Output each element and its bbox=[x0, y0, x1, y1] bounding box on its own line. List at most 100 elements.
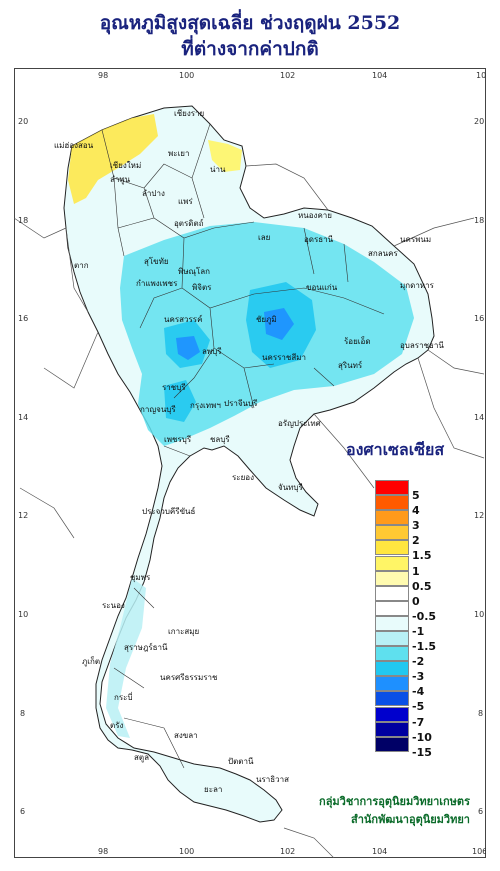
place-label: มุกดาหาร bbox=[400, 281, 435, 290]
lat-tick: 16 bbox=[474, 314, 484, 323]
legend-label: 1 bbox=[412, 564, 420, 578]
place-label: นครพนม bbox=[400, 235, 431, 244]
lat-tick: 16 bbox=[18, 314, 28, 323]
lon-tick: 102 bbox=[280, 71, 295, 80]
legend-swatch bbox=[375, 555, 409, 571]
place-label: สุโขทัย bbox=[144, 256, 169, 266]
legend-label: -1.5 bbox=[412, 640, 437, 653]
legend-label: -2 bbox=[412, 655, 425, 669]
place-label: แพร่ bbox=[178, 197, 193, 206]
legend-label: 0 bbox=[412, 594, 420, 608]
legend-swatch bbox=[375, 676, 409, 692]
place-label: นครราชสีมา bbox=[262, 353, 306, 362]
legend-label: -10 bbox=[412, 730, 432, 744]
legend-label: -1 bbox=[412, 624, 425, 638]
place-label: ลำพูน bbox=[110, 175, 131, 185]
place-label: เลย bbox=[258, 233, 270, 242]
legend-swatch bbox=[375, 646, 409, 662]
lon-axis-bottom: 98 100 102 104 106 bbox=[98, 847, 486, 856]
place-label: เกาะสมุย bbox=[168, 627, 199, 636]
lat-tick: 8 bbox=[20, 709, 25, 718]
place-label: เชียงใหม่ bbox=[110, 161, 141, 170]
place-label: ปัตตานี bbox=[228, 757, 254, 766]
place-label: สตูล bbox=[134, 753, 149, 763]
place-label: อุตรดิตถ์ bbox=[174, 218, 204, 228]
place-label: อุดรธานี bbox=[304, 235, 334, 244]
place-label: สงขลา bbox=[174, 731, 198, 740]
lat-tick: 8 bbox=[478, 709, 483, 718]
legend-label: -3 bbox=[412, 670, 425, 684]
legend-swatch bbox=[375, 510, 409, 526]
province-boundaries bbox=[101, 123, 385, 769]
place-label: ตรัง bbox=[110, 721, 123, 730]
lon-axis-top: 98 100 102 104 106 bbox=[98, 71, 486, 80]
legend-label: -5 bbox=[412, 700, 425, 714]
legend-label: 0.5 bbox=[412, 579, 432, 593]
map-title: อุณหภูมิสูงสุดเฉลี่ย ช่วงฤดูฝน 2552 bbox=[99, 12, 401, 34]
place-label: ระยอง bbox=[232, 473, 254, 482]
place-label: นครสวรรค์ bbox=[164, 314, 202, 324]
place-label: ภูเก็ต bbox=[82, 656, 100, 667]
place-label: ปราจีนบุรี bbox=[224, 399, 258, 408]
legend-label: 3 bbox=[412, 519, 420, 533]
place-label: สุรินทร์ bbox=[338, 360, 363, 370]
place-label: เชียงราย bbox=[174, 109, 204, 118]
place-label: ชุมพร bbox=[130, 573, 151, 582]
lat-tick: 18 bbox=[474, 216, 484, 225]
lat-tick: 14 bbox=[18, 413, 28, 422]
credit-line-2: สำนักพัฒนาอุตุนิยมวิทยา bbox=[351, 813, 470, 826]
lon-tick: 102 bbox=[280, 847, 295, 856]
legend-swatch bbox=[375, 691, 409, 707]
temperature-anomaly-map: 98 100 102 104 106 98 100 102 104 106 20… bbox=[14, 68, 486, 858]
legend-label: 4 bbox=[412, 504, 420, 518]
legend-swatch bbox=[375, 495, 409, 511]
place-label: ระนอง bbox=[102, 601, 125, 610]
legend-label: 5 bbox=[412, 489, 420, 502]
place-label: ขอนแก่น bbox=[306, 283, 338, 292]
place-label: หนองคาย bbox=[298, 211, 332, 220]
place-label: จันทบุรี bbox=[278, 483, 304, 492]
legend-label: -0.5 bbox=[412, 609, 437, 623]
place-label: พิษณุโลก bbox=[178, 266, 210, 276]
legend-swatch bbox=[375, 631, 409, 647]
lat-tick: 14 bbox=[474, 413, 484, 422]
legend-swatch bbox=[375, 706, 409, 722]
credit-line-1: กลุ่มวิชาการอุตุนิยมวิทยาเกษตร bbox=[319, 795, 470, 808]
lat-tick: 18 bbox=[18, 216, 28, 225]
place-label: ร้อยเอ็ด bbox=[344, 336, 371, 346]
light-cool-anomaly-zone-south bbox=[106, 578, 146, 738]
strongest-cool-anomaly-zone bbox=[176, 308, 294, 360]
legend-label: -4 bbox=[412, 685, 425, 699]
place-label: กำแพงเพชร bbox=[136, 279, 178, 288]
lon-tick: 98 bbox=[98, 847, 108, 856]
legend-swatch bbox=[375, 585, 409, 601]
legend-swatch bbox=[375, 525, 409, 541]
legend-label: 1.5 bbox=[412, 549, 432, 563]
place-label: ชัยภูมิ bbox=[256, 315, 277, 325]
place-labels: เชียงราย เชียงใหม่ แม่ฮ่องสอน ลำพูน ลำปา… bbox=[54, 109, 444, 794]
place-label: แม่ฮ่องสอน bbox=[54, 141, 94, 150]
place-label: ชลบุรี bbox=[210, 435, 230, 444]
place-label: อุบลราชธานี bbox=[400, 341, 444, 350]
lon-tick: 100 bbox=[179, 71, 194, 80]
place-label: ลำปาง bbox=[142, 189, 165, 198]
legend-swatch bbox=[375, 540, 409, 556]
place-label: อรัญประเทศ bbox=[278, 419, 321, 428]
lat-tick: 20 bbox=[18, 117, 28, 126]
lat-tick: 6 bbox=[20, 807, 25, 816]
place-label: กาญจนบุรี bbox=[140, 405, 176, 414]
lat-tick: 12 bbox=[18, 511, 28, 520]
lon-tick: 98 bbox=[98, 71, 108, 80]
legend-swatch bbox=[375, 721, 409, 737]
legend-swatch bbox=[375, 570, 409, 586]
lon-tick: 100 bbox=[179, 847, 194, 856]
legend-swatch bbox=[375, 615, 409, 631]
warm-anomaly-zone bbox=[68, 114, 158, 204]
lat-axis-left: 20 18 16 14 12 10 8 6 bbox=[18, 117, 28, 816]
legend-swatch bbox=[375, 736, 409, 752]
lon-tick: 106 bbox=[476, 71, 486, 80]
place-label: ตาก bbox=[74, 261, 89, 270]
place-label: น่าน bbox=[210, 165, 226, 174]
place-label: กระบี่ bbox=[114, 691, 133, 702]
place-label: นครศรีธรรมราช bbox=[160, 673, 218, 682]
